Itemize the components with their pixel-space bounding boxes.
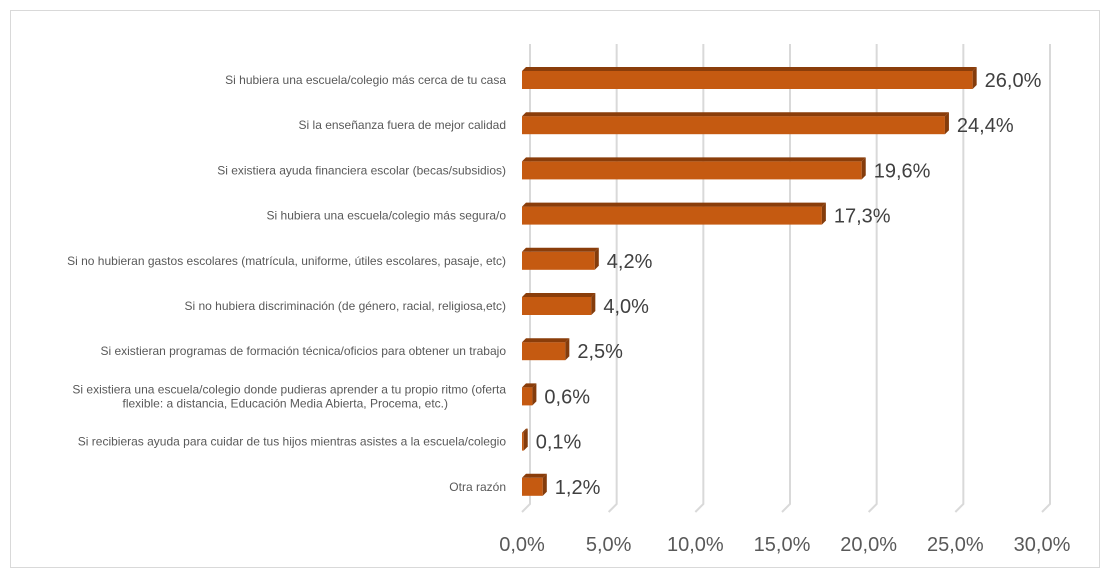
bar-top-3 [522,202,826,207]
category-label-line: Otra razón [449,480,506,494]
gridline-1 [607,44,618,513]
bar-top-1 [522,112,949,117]
bar-0 [522,71,973,89]
x-tick-label-3: 15,0% [754,534,811,556]
bar-top-7 [522,383,537,388]
category-label-line: Si existiera una escuela/colegio donde p… [72,382,506,396]
bar-8 [522,432,524,451]
bar-9 [522,477,543,496]
data-label-3: 17,3% [834,206,891,228]
x-tick-label-5: 25,0% [927,534,984,556]
category-label-line: Si recibieras ayuda para cuidar de tus h… [78,435,507,449]
bar-side-3 [821,202,826,225]
bar-side-8 [523,428,528,451]
category-label-4: Si no hubieran gastos escolares (matrícu… [67,254,506,268]
category-label-line: Si hubiera una escuela/colegio más segur… [267,209,507,223]
bar-side-9 [542,473,547,496]
data-label-0: 26,0% [985,70,1042,92]
category-label-0: Si hubiera una escuela/colegio más cerca… [225,73,506,87]
data-label-6: 2,5% [577,341,623,363]
x-tick-label-2: 10,0% [667,534,724,556]
bar-top-4 [522,247,599,252]
gridline-3 [781,44,791,513]
bar-side-1 [944,112,949,135]
category-label-line: Si existieran programas de formación téc… [100,344,506,358]
category-label-line: Si no hubiera discriminación (de género,… [185,299,507,313]
data-label-1: 24,4% [957,115,1014,137]
category-label-2: Si existiera ayuda financiera escolar (b… [217,163,506,177]
bar-side-5 [591,293,596,315]
bar-top-8 [522,428,528,433]
x-tick-label-4: 20,0% [840,534,897,556]
x-tick-label-0: 0,0% [499,534,545,556]
category-label-line: Si no hubieran gastos escolares (matrícu… [67,254,506,268]
category-label-8: Si recibieras ayuda para cuidar de tus h… [78,435,507,449]
category-label-line: Si existiera ayuda financiera escolar (b… [217,163,506,177]
category-label-line: flexible: a distancia, Educación Media A… [123,396,449,410]
bar-top-0 [522,67,977,71]
bar-2 [522,161,862,180]
bar-side-0 [972,67,977,89]
gridline-2 [694,44,705,513]
data-label-5: 4,0% [603,296,649,318]
bar-1 [522,116,945,135]
bar-top-2 [522,157,866,162]
bar-top-9 [522,473,547,478]
category-label-7: Si existiera una escuela/colegio donde p… [72,382,506,410]
data-label-4: 4,2% [607,251,653,273]
x-tick-label-1: 5,0% [586,534,632,556]
category-label-line: Si hubiera una escuela/colegio más cerca… [225,73,506,87]
bar-6 [522,342,566,361]
bar-side-6 [565,338,570,361]
gridline-4 [867,44,878,513]
gridline-5 [954,44,965,513]
bar-side-7 [532,383,537,406]
category-label-3: Si hubiera una escuela/colegio más segur… [267,209,507,223]
bar-4 [522,251,595,270]
bar-5 [522,297,592,315]
data-label-9: 1,2% [555,477,601,499]
x-tick-label-6: 30,0% [1014,534,1071,556]
data-label-7: 0,6% [544,386,590,408]
chart-frame [10,10,1100,568]
category-label-line: Si la enseñanza fuera de mejor calidad [299,118,506,132]
data-label-8: 0,1% [536,432,582,454]
bar-side-2 [861,157,866,180]
bar-top-5 [522,293,596,297]
bar-top-6 [522,338,570,343]
bar-3 [522,206,822,225]
gridline-0 [521,44,531,513]
category-label-9: Otra razón [449,480,506,494]
category-label-6: Si existieran programas de formación téc… [100,344,506,358]
data-label-2: 19,6% [874,160,931,182]
category-label-1: Si la enseñanza fuera de mejor calidad [299,118,506,132]
gridline-6 [1041,44,1051,513]
bar-side-4 [594,247,599,270]
category-label-5: Si no hubiera discriminación (de género,… [185,299,507,313]
bar-7 [522,387,533,406]
